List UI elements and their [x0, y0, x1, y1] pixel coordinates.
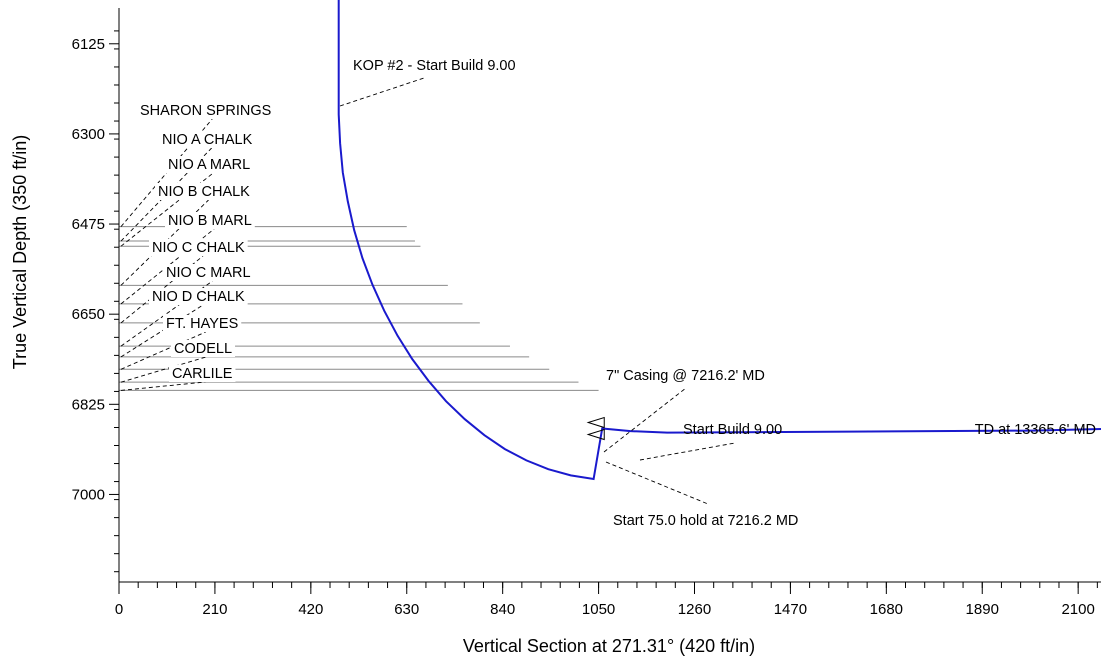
y-axis-ticks: 6125 6300 6475 6650 6825 7000: [72, 30, 119, 573]
label-mask: [165, 156, 254, 173]
annotation-leader: [605, 461, 709, 505]
casing-markers: [586, 416, 605, 441]
label-mask: [149, 288, 248, 305]
formation-label: NIO B MARL: [168, 213, 252, 229]
formation-label: NIO A MARL: [168, 157, 250, 173]
label-mask: [149, 239, 248, 256]
x-tick-label: 1050: [582, 601, 615, 618]
formation-label: NIO C CHALK: [152, 240, 245, 256]
label-mask: [159, 131, 256, 148]
label-mask: [171, 340, 236, 357]
x-tick-label: 630: [394, 601, 419, 618]
x-tick-label: 2100: [1061, 601, 1094, 618]
label-mask: [155, 183, 253, 200]
label-mask: [165, 212, 255, 229]
formation-label: CODELL: [174, 341, 232, 357]
annotation-label: 7" Casing @ 7216.2' MD: [606, 368, 765, 384]
wellpath-line: [337, 0, 1101, 481]
y-tick-label: 7000: [72, 486, 105, 503]
x-tick-label: 420: [298, 601, 323, 618]
annotation-label: Start Build 9.00: [683, 422, 782, 438]
casing-marker-icon: [586, 416, 605, 429]
x-tick-label: 1890: [966, 601, 999, 618]
formation-label: NIO B CHALK: [158, 184, 250, 200]
annotation-label: TD at 13365.6' MD: [975, 422, 1096, 438]
x-tick-label: 1680: [870, 601, 903, 618]
label-mask: [169, 365, 236, 382]
x-axis-ticks: 0 210 420 630 840 1050 1260 1470 1680 1890 2100: [115, 582, 1098, 618]
x-tick-label: 0: [115, 601, 123, 618]
annotation-label: KOP #2 - Start Build 9.00: [353, 58, 516, 74]
formation-label: NIO A CHALK: [162, 132, 253, 148]
x-tick-label: 840: [490, 601, 515, 618]
annotations: KOP #2 - Start Build 9.00 7" Casing @ 721…: [339, 58, 1096, 529]
annotation-label: Start 75.0 hold at 7216.2 MD: [613, 513, 798, 529]
annotation-leader: [639, 442, 736, 461]
y-axis-title: True Vertical Depth (350 ft/in): [10, 135, 30, 369]
x-axis-title: Vertical Section at 271.31° (420 ft/in): [463, 636, 755, 656]
y-tick-label: 6650: [72, 306, 105, 323]
x-tick-label: 1470: [774, 601, 807, 618]
annotation-leader: [339, 77, 425, 107]
formation-leader: [120, 304, 204, 358]
label-mask: [137, 102, 275, 119]
formation-leader: [120, 331, 206, 370]
formation-label: NIO C MARL: [166, 265, 251, 281]
label-mask: [163, 264, 254, 281]
formation-leader: [120, 356, 207, 383]
y-tick-label: 6475: [72, 216, 105, 233]
x-tick-label: 1260: [678, 601, 711, 618]
annotation-leader: [603, 387, 687, 453]
y-tick-label: 6300: [72, 126, 105, 143]
y-tick-label: 6125: [72, 36, 105, 53]
formation-label: SHARON SPRINGS: [140, 103, 271, 119]
formation-leader: [120, 381, 206, 391]
x-tick-label: 210: [202, 601, 227, 618]
y-tick-label: 6825: [72, 396, 105, 413]
formation-label: NIO D CHALK: [152, 289, 245, 305]
formation-label: FT. HAYES: [166, 316, 238, 332]
formation-label: CARLILE: [172, 366, 233, 382]
casing-marker-icon: [586, 428, 605, 441]
formation-labels: SHARON SPRINGS NIO A CHALK NIO A MARL NIO B…: [137, 102, 275, 382]
label-mask: [163, 315, 242, 332]
